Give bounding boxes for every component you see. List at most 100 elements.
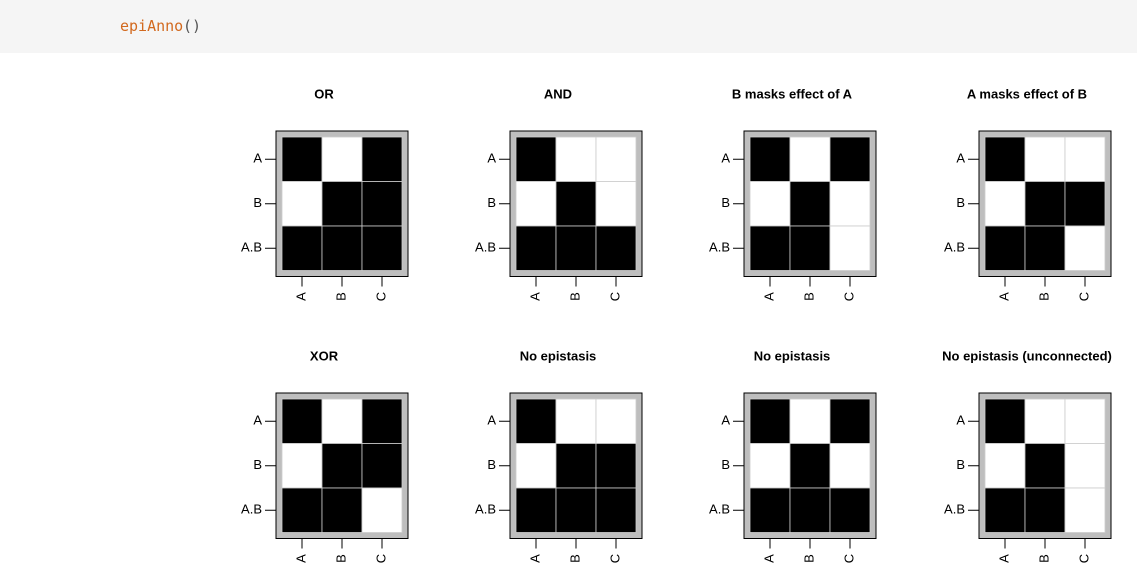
- cell: [555, 181, 597, 227]
- col-label: A: [293, 554, 308, 563]
- cell: [749, 398, 791, 444]
- cell: [829, 181, 871, 227]
- cell: [984, 136, 1026, 182]
- row-label: A: [253, 413, 262, 428]
- row-label: A: [956, 413, 965, 428]
- col-label: B: [801, 292, 816, 301]
- cell: [1024, 181, 1066, 227]
- cell: [361, 136, 403, 182]
- cell: [749, 225, 791, 271]
- code-args: (): [183, 17, 202, 35]
- row-label: A.B: [475, 240, 496, 255]
- cell: [984, 181, 1026, 227]
- col-label: B: [567, 292, 582, 301]
- row-label: B: [721, 457, 730, 472]
- panel-title: AND: [544, 86, 572, 101]
- cell: [281, 487, 323, 533]
- col-label: C: [607, 554, 622, 563]
- row-label: A.B: [241, 240, 262, 255]
- cell: [281, 398, 323, 444]
- row-label: A.B: [709, 240, 730, 255]
- cell: [515, 398, 557, 444]
- row-label: A: [956, 151, 965, 166]
- cell: [789, 225, 831, 271]
- cell: [595, 181, 637, 227]
- cell: [321, 136, 363, 182]
- cell: [321, 181, 363, 227]
- row-label: A.B: [475, 502, 496, 517]
- row-label: A.B: [241, 502, 262, 517]
- cell: [321, 443, 363, 489]
- cell: [789, 181, 831, 227]
- cell: [829, 225, 871, 271]
- cell: [1064, 487, 1106, 533]
- col-label: B: [801, 554, 816, 563]
- cell: [1064, 225, 1106, 271]
- cell: [829, 136, 871, 182]
- cell: [829, 398, 871, 444]
- col-label: C: [607, 292, 622, 301]
- code-function: epiAnno: [120, 17, 184, 35]
- row-label: A: [721, 413, 730, 428]
- cell: [595, 136, 637, 182]
- cell: [555, 443, 597, 489]
- row-label: A: [253, 151, 262, 166]
- col-label: B: [1036, 554, 1051, 563]
- cell: [515, 136, 557, 182]
- col-label: C: [373, 292, 388, 301]
- row-label: B: [956, 457, 965, 472]
- col-label: A: [527, 554, 542, 563]
- cell: [829, 443, 871, 489]
- row-label: B: [253, 195, 262, 210]
- cell: [595, 443, 637, 489]
- row-label: A.B: [944, 240, 965, 255]
- col-label: B: [333, 554, 348, 563]
- row-label: A.B: [709, 502, 730, 517]
- cell: [555, 225, 597, 271]
- cell: [1064, 398, 1106, 444]
- panel-title: No epistasis: [520, 348, 597, 363]
- cell: [1064, 181, 1106, 227]
- col-label: B: [333, 292, 348, 301]
- row-label: B: [487, 195, 496, 210]
- panel-title: B masks effect of A: [732, 86, 853, 101]
- cell: [1024, 225, 1066, 271]
- cell: [555, 136, 597, 182]
- panel-title: XOR: [310, 348, 339, 363]
- cell: [361, 443, 403, 489]
- panel-title: A masks effect of B: [967, 86, 1087, 101]
- cell: [281, 181, 323, 227]
- cell: [1064, 136, 1106, 182]
- cell: [515, 487, 557, 533]
- cell: [749, 181, 791, 227]
- cell: [281, 443, 323, 489]
- cell: [361, 181, 403, 227]
- cell: [361, 487, 403, 533]
- col-label: A: [761, 292, 776, 301]
- cell: [361, 225, 403, 271]
- cell: [829, 487, 871, 533]
- row-label: B: [253, 457, 262, 472]
- cell: [984, 487, 1026, 533]
- cell: [321, 398, 363, 444]
- row-label: A.B: [944, 502, 965, 517]
- cell: [789, 443, 831, 489]
- col-label: C: [373, 554, 388, 563]
- cell: [984, 443, 1026, 489]
- col-label: C: [1076, 292, 1091, 301]
- cell: [361, 398, 403, 444]
- col-label: A: [293, 292, 308, 301]
- panel-title: No epistasis (unconnected): [942, 348, 1112, 363]
- panel-title: OR: [314, 86, 334, 101]
- cell: [555, 398, 597, 444]
- row-label: A: [487, 151, 496, 166]
- cell: [789, 398, 831, 444]
- cell: [789, 136, 831, 182]
- cell: [515, 225, 557, 271]
- row-label: B: [487, 457, 496, 472]
- cell: [321, 225, 363, 271]
- cell: [281, 136, 323, 182]
- panel-title: No epistasis: [754, 348, 831, 363]
